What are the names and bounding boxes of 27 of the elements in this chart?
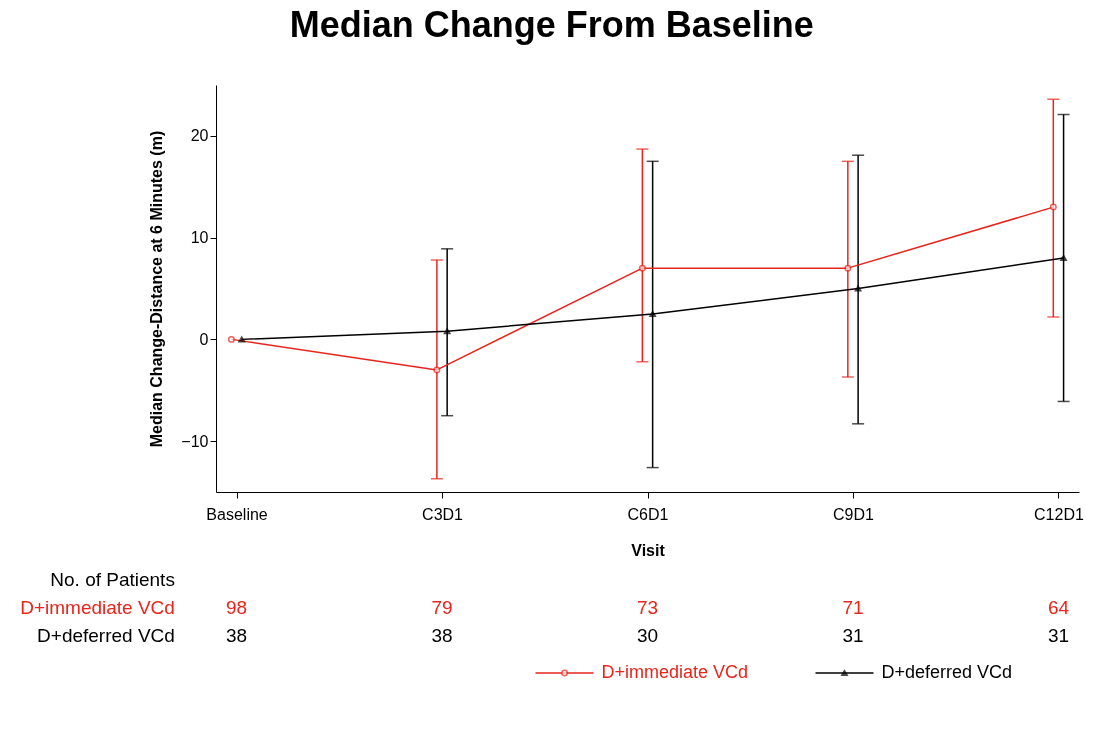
text: D+immediate VCd [20,597,175,618]
text: 31 [842,625,864,646]
x-axis-title: Visit [631,541,666,559]
chart-title: Median Change From Baseline [289,4,814,45]
text: 30 [636,625,659,646]
text: 38 [225,625,248,646]
text: D+deferred VCd [37,625,175,646]
y-tick-label: 10 [190,229,209,247]
legend-label: D+deferred VCd [881,662,1013,682]
legend-label: D+immediate VCd [601,662,749,682]
text: 73 [636,597,659,618]
x-tick-label: C12D1 [1034,505,1084,523]
y-axis-title: Median Change-Distance at 6 Minutes (m) [148,130,166,448]
x-tick-label: C6D1 [627,505,669,523]
y-tick-label: −10 [181,432,209,450]
x-tick-label: C3D1 [422,505,464,523]
text: 79 [431,597,453,618]
text: 64 [1047,597,1070,618]
text: 71 [842,597,864,618]
x-tick-label: C9D1 [833,505,875,523]
y-tick-label: 20 [190,127,209,145]
text: No. of Patients [50,569,175,590]
y-tick-label: 0 [199,330,209,348]
text: 98 [225,597,248,618]
text: 31 [1047,625,1070,646]
text: 38 [431,625,453,646]
x-tick-label: Baseline [206,505,268,523]
